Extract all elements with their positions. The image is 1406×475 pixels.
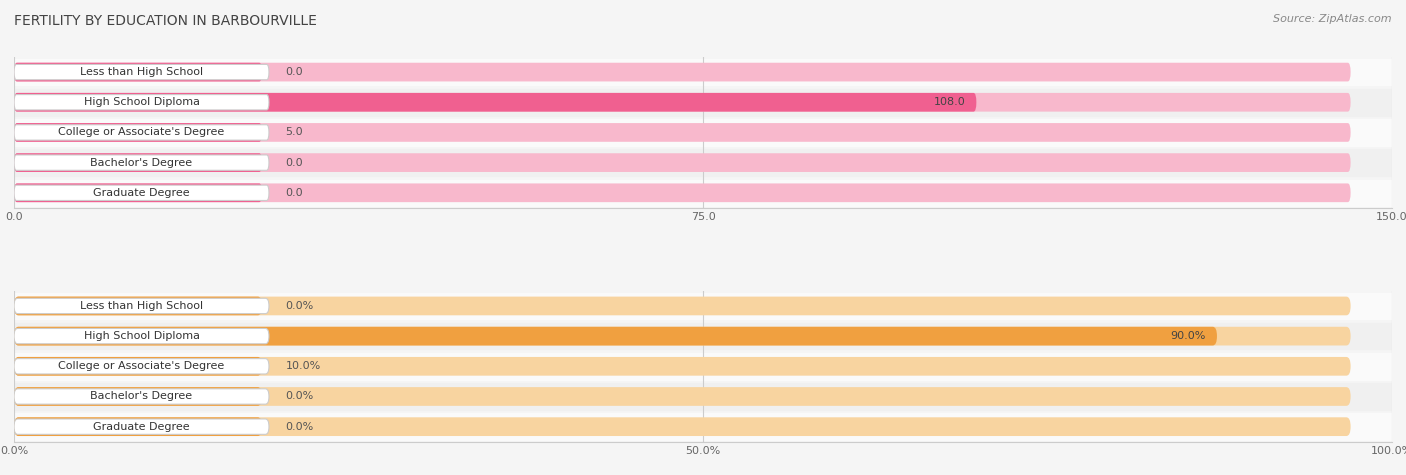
FancyBboxPatch shape <box>14 389 269 404</box>
FancyBboxPatch shape <box>14 419 269 434</box>
Text: Less than High School: Less than High School <box>80 301 202 311</box>
Bar <box>14 413 1392 440</box>
Text: Source: ZipAtlas.com: Source: ZipAtlas.com <box>1274 14 1392 24</box>
FancyBboxPatch shape <box>14 296 262 315</box>
Text: Graduate Degree: Graduate Degree <box>93 188 190 198</box>
FancyBboxPatch shape <box>14 63 262 81</box>
Text: 0.0: 0.0 <box>285 67 304 77</box>
FancyBboxPatch shape <box>14 183 262 202</box>
FancyBboxPatch shape <box>14 296 1351 315</box>
Text: 90.0%: 90.0% <box>1171 331 1206 341</box>
Bar <box>14 59 1392 86</box>
FancyBboxPatch shape <box>14 359 269 374</box>
Text: 0.0: 0.0 <box>285 158 304 168</box>
Text: FERTILITY BY EDUCATION IN BARBOURVILLE: FERTILITY BY EDUCATION IN BARBOURVILLE <box>14 14 316 28</box>
FancyBboxPatch shape <box>14 298 269 314</box>
Text: 0.0: 0.0 <box>285 188 304 198</box>
FancyBboxPatch shape <box>14 357 262 376</box>
Text: 10.0%: 10.0% <box>285 361 321 371</box>
FancyBboxPatch shape <box>14 357 1351 376</box>
FancyBboxPatch shape <box>14 95 269 110</box>
Bar <box>14 293 1392 319</box>
Bar <box>14 89 1392 115</box>
FancyBboxPatch shape <box>14 327 1351 345</box>
Text: Bachelor's Degree: Bachelor's Degree <box>90 158 193 168</box>
FancyBboxPatch shape <box>14 153 262 172</box>
Text: College or Associate's Degree: College or Associate's Degree <box>59 361 225 371</box>
Bar <box>14 383 1392 410</box>
FancyBboxPatch shape <box>14 387 1351 406</box>
FancyBboxPatch shape <box>14 93 1351 112</box>
FancyBboxPatch shape <box>14 183 1351 202</box>
Bar <box>14 180 1392 206</box>
Text: Graduate Degree: Graduate Degree <box>93 422 190 432</box>
Text: 5.0: 5.0 <box>285 127 304 137</box>
FancyBboxPatch shape <box>14 123 262 142</box>
FancyBboxPatch shape <box>14 155 269 171</box>
Text: College or Associate's Degree: College or Associate's Degree <box>59 127 225 137</box>
FancyBboxPatch shape <box>14 125 269 140</box>
Text: Less than High School: Less than High School <box>80 67 202 77</box>
Text: High School Diploma: High School Diploma <box>83 97 200 107</box>
Text: 0.0%: 0.0% <box>285 391 314 401</box>
Bar <box>14 119 1392 146</box>
FancyBboxPatch shape <box>14 387 262 406</box>
FancyBboxPatch shape <box>14 123 1351 142</box>
FancyBboxPatch shape <box>14 65 269 80</box>
Text: 108.0: 108.0 <box>934 97 966 107</box>
FancyBboxPatch shape <box>14 327 1218 345</box>
Text: 0.0%: 0.0% <box>285 301 314 311</box>
Bar <box>14 149 1392 176</box>
FancyBboxPatch shape <box>14 328 269 344</box>
Text: High School Diploma: High School Diploma <box>83 331 200 341</box>
Text: Bachelor's Degree: Bachelor's Degree <box>90 391 193 401</box>
FancyBboxPatch shape <box>14 418 262 436</box>
Bar <box>14 323 1392 350</box>
FancyBboxPatch shape <box>14 185 269 200</box>
FancyBboxPatch shape <box>14 63 1351 81</box>
FancyBboxPatch shape <box>14 153 1351 172</box>
FancyBboxPatch shape <box>14 93 976 112</box>
Text: 0.0%: 0.0% <box>285 422 314 432</box>
Bar <box>14 353 1392 380</box>
FancyBboxPatch shape <box>14 418 1351 436</box>
